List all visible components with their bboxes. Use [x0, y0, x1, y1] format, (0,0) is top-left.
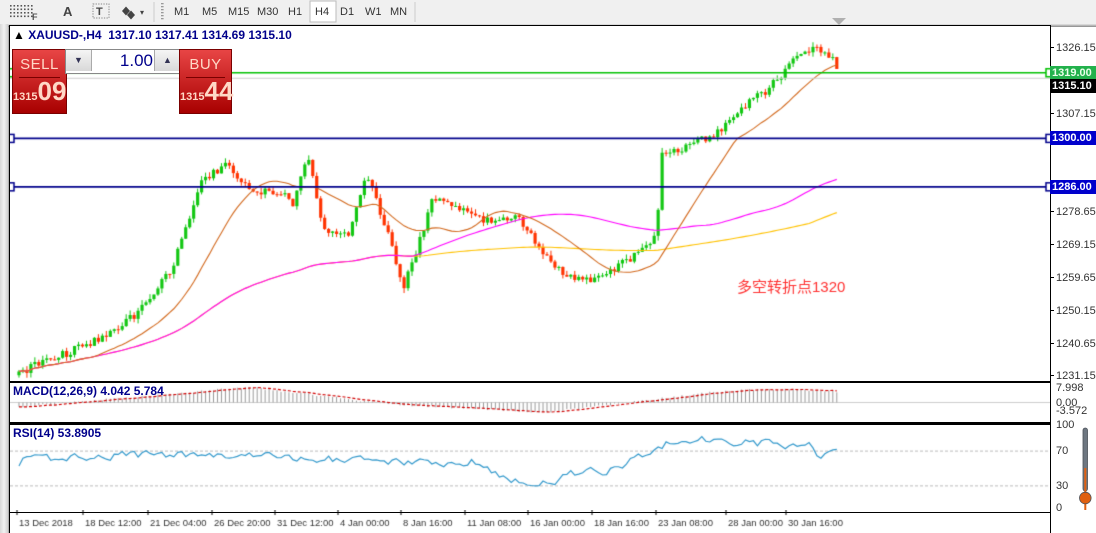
svg-text:F: F [32, 12, 38, 22]
svg-text:M1: M1 [174, 6, 189, 18]
svg-text:H4: H4 [315, 6, 329, 18]
svg-text:M5: M5 [202, 6, 217, 18]
svg-text:W1: W1 [365, 6, 382, 18]
svg-text:D1: D1 [340, 6, 354, 18]
svg-text:MN: MN [390, 6, 407, 18]
svg-text:T: T [96, 6, 103, 18]
svg-text:▾: ▾ [140, 8, 144, 17]
svg-text:H1: H1 [288, 6, 302, 18]
svg-text:M15: M15 [228, 6, 249, 18]
svg-text:A: A [63, 4, 73, 19]
svg-text:M30: M30 [257, 6, 278, 18]
